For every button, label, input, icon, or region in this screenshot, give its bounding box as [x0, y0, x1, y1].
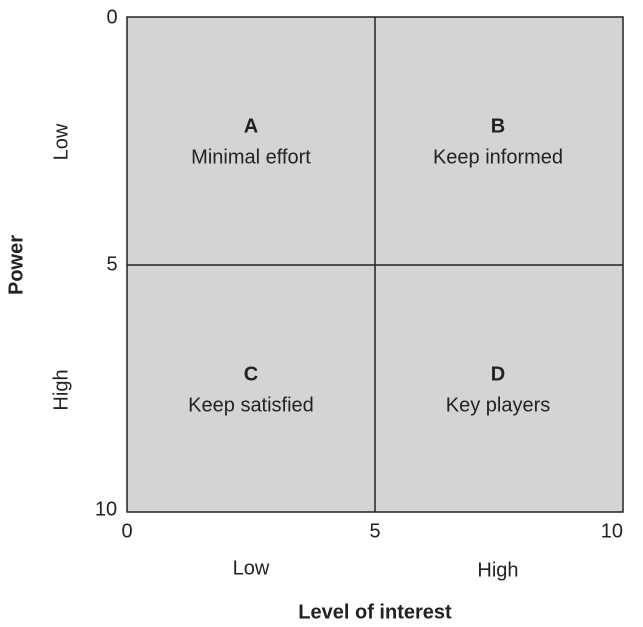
quadrant-label: Minimal effort [191, 146, 311, 168]
y-tick-label: 10 [95, 498, 117, 520]
y-level-label: High [50, 369, 72, 410]
x-tick-label: 10 [601, 520, 623, 542]
y-tick-label: 5 [106, 253, 117, 275]
quadrant-letter: B [491, 115, 505, 137]
quadrant-label: Keep satisfied [188, 394, 314, 416]
quadrant-letter: C [244, 363, 258, 385]
y-level-label: Low [50, 123, 72, 160]
x-level-label: High [477, 559, 518, 581]
quadrant-label: Key players [446, 394, 551, 416]
x-axis-title: Level of interest [298, 601, 452, 623]
y-axis-title: Power [5, 235, 27, 295]
quadrant-letter: D [491, 363, 505, 385]
x-tick-label: 5 [369, 520, 380, 542]
quadrant-label: Keep informed [433, 146, 563, 168]
y-tick-label: 0 [106, 6, 117, 28]
quadrant-letter: A [244, 115, 258, 137]
x-tick-label: 0 [121, 520, 132, 542]
x-level-label: Low [233, 557, 270, 579]
